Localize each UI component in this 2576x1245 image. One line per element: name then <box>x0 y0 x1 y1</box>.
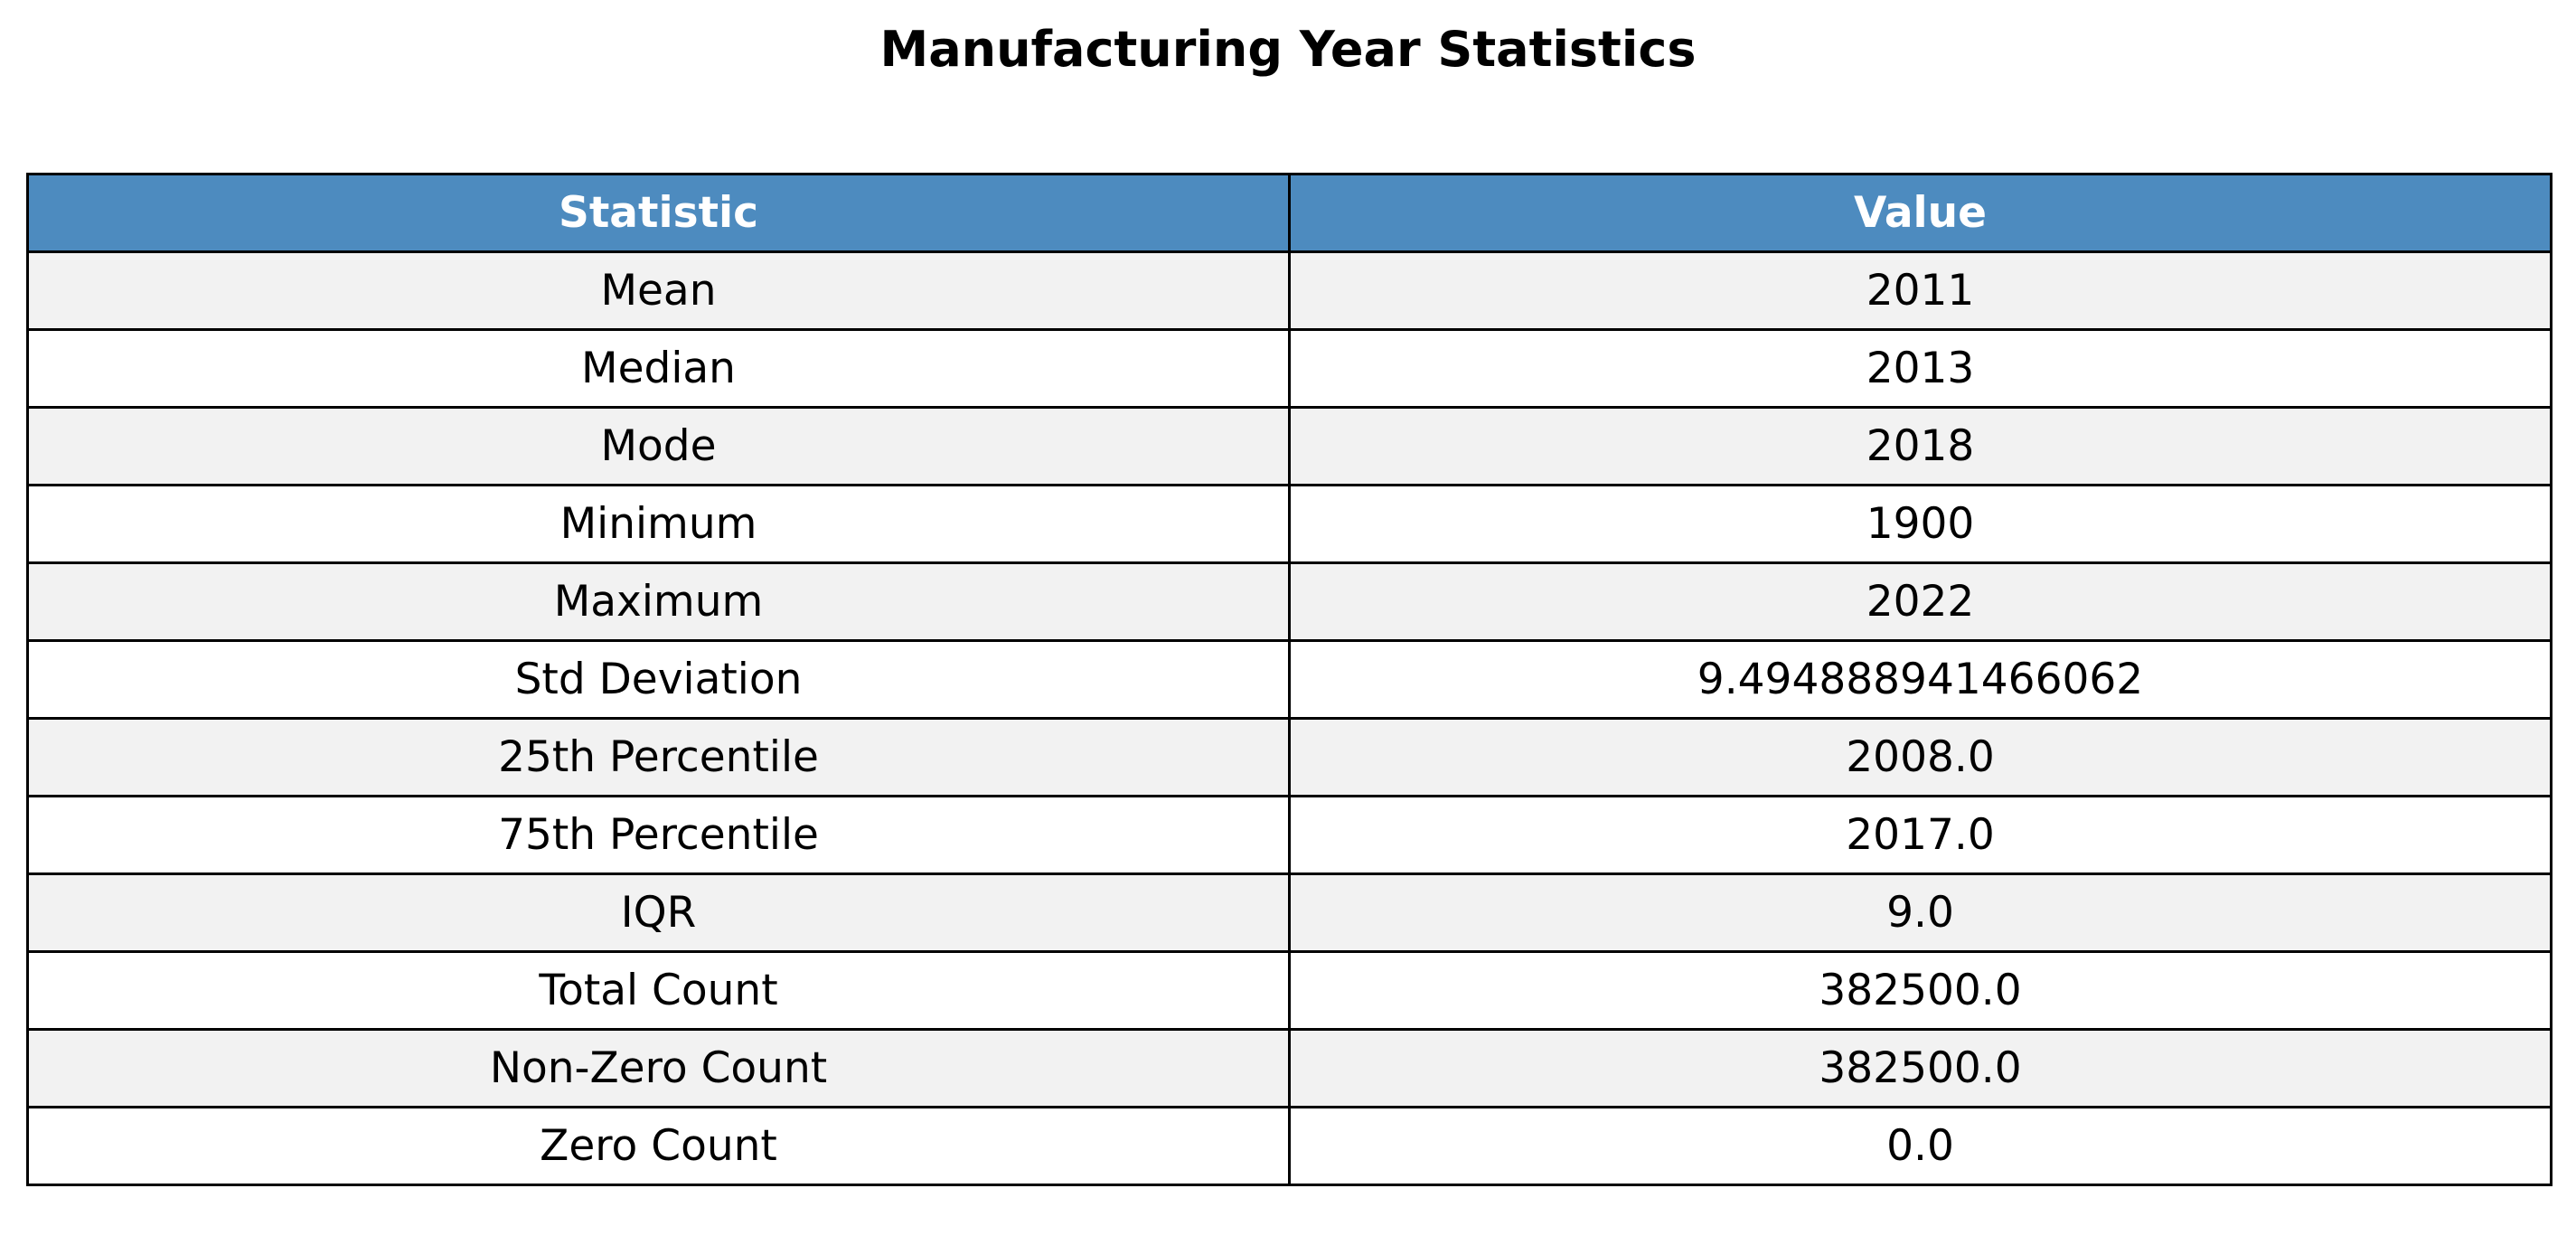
statistic-name-cell: IQR <box>26 872 1291 953</box>
statistic-name-cell: Std Deviation <box>26 639 1291 720</box>
table-row: Std Deviation 9.494888941466062 <box>26 639 2552 720</box>
statistic-value-cell: 2008.0 <box>1288 717 2552 797</box>
statistic-value-cell: 2017.0 <box>1288 795 2552 875</box>
header-cell-statistic: Statistic <box>26 173 1291 253</box>
table-body: Mean 2011 Median 2013 Mode 2018 Minimum 1900 Max… <box>26 250 2552 1186</box>
statistic-value-cell: 1900 <box>1288 484 2552 564</box>
statistic-value-cell: 2011 <box>1288 250 2552 331</box>
statistic-name-cell: Median <box>26 328 1291 409</box>
statistic-value-cell: 9.0 <box>1288 872 2552 953</box>
statistic-value-cell: 2022 <box>1288 561 2552 642</box>
statistic-name-cell: Mode <box>26 406 1291 486</box>
statistic-name-cell: 25th Percentile <box>26 717 1291 797</box>
table-row: Median 2013 <box>26 328 2552 409</box>
statistic-name-cell: Zero Count <box>26 1106 1291 1186</box>
statistic-value-cell: 0.0 <box>1288 1106 2552 1186</box>
table-row: Non-Zero Count 382500.0 <box>26 1028 2552 1108</box>
table-row: 25th Percentile 2008.0 <box>26 717 2552 797</box>
chart-title: Manufacturing Year Statistics <box>879 21 1697 78</box>
statistic-name-cell: Mean <box>26 250 1291 331</box>
statistic-value-cell: 2013 <box>1288 328 2552 409</box>
statistic-name-cell: Minimum <box>26 484 1291 564</box>
table-header-row: Statistic Value <box>26 173 2552 253</box>
statistic-value-cell: 9.494888941466062 <box>1288 639 2552 720</box>
statistic-value-cell: 382500.0 <box>1288 950 2552 1031</box>
statistic-value-cell: 2018 <box>1288 406 2552 486</box>
statistic-name-cell: Total Count <box>26 950 1291 1031</box>
table-row: Minimum 1900 <box>26 484 2552 564</box>
table-row: IQR 9.0 <box>26 872 2552 953</box>
table-row: Mode 2018 <box>26 406 2552 486</box>
table-row: Maximum 2022 <box>26 561 2552 642</box>
table-row: 75th Percentile 2017.0 <box>26 795 2552 875</box>
table-row: Total Count 382500.0 <box>26 950 2552 1031</box>
header-cell-value: Value <box>1288 173 2552 253</box>
table-row: Zero Count 0.0 <box>26 1106 2552 1186</box>
table-row: Mean 2011 <box>26 250 2552 331</box>
statistic-value-cell: 382500.0 <box>1288 1028 2552 1108</box>
statistic-name-cell: Maximum <box>26 561 1291 642</box>
statistic-name-cell: Non-Zero Count <box>26 1028 1291 1108</box>
statistics-table: Statistic Value Mean 2011 Median 2013 Mode 20… <box>26 173 2552 1186</box>
statistic-name-cell: 75th Percentile <box>26 795 1291 875</box>
